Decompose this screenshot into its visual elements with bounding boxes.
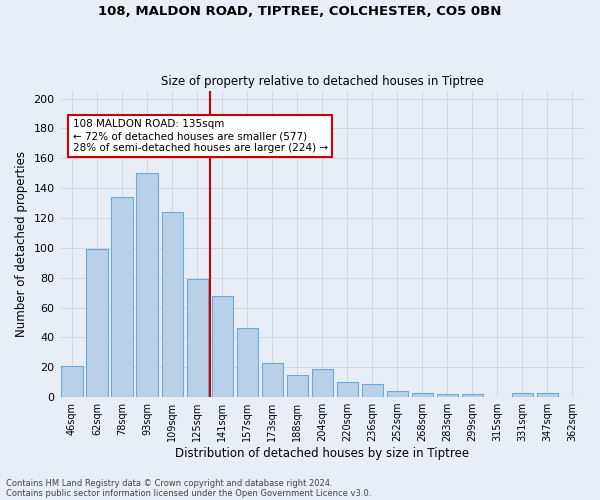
Bar <box>187 279 208 397</box>
Text: 108 MALDON ROAD: 135sqm
← 72% of detached houses are smaller (577)
28% of semi-d: 108 MALDON ROAD: 135sqm ← 72% of detache… <box>73 120 328 152</box>
Bar <box>412 392 433 397</box>
Bar <box>61 366 83 397</box>
Bar <box>437 394 458 397</box>
Bar <box>161 212 183 397</box>
Title: Size of property relative to detached houses in Tiptree: Size of property relative to detached ho… <box>161 76 484 88</box>
Bar <box>212 296 233 397</box>
Bar <box>262 362 283 397</box>
Bar <box>86 250 108 397</box>
Bar <box>337 382 358 397</box>
Bar <box>537 392 558 397</box>
Text: Contains HM Land Registry data © Crown copyright and database right 2024.: Contains HM Land Registry data © Crown c… <box>6 478 332 488</box>
Bar <box>462 394 483 397</box>
Bar <box>512 392 533 397</box>
Bar <box>311 368 333 397</box>
Y-axis label: Number of detached properties: Number of detached properties <box>15 151 28 337</box>
Text: 108, MALDON ROAD, TIPTREE, COLCHESTER, CO5 0BN: 108, MALDON ROAD, TIPTREE, COLCHESTER, C… <box>98 5 502 18</box>
Bar <box>287 374 308 397</box>
Bar <box>112 197 133 397</box>
Bar <box>236 328 258 397</box>
X-axis label: Distribution of detached houses by size in Tiptree: Distribution of detached houses by size … <box>175 447 469 460</box>
Bar <box>387 391 408 397</box>
Bar <box>362 384 383 397</box>
Text: Contains public sector information licensed under the Open Government Licence v3: Contains public sector information licen… <box>6 488 371 498</box>
Bar <box>136 173 158 397</box>
